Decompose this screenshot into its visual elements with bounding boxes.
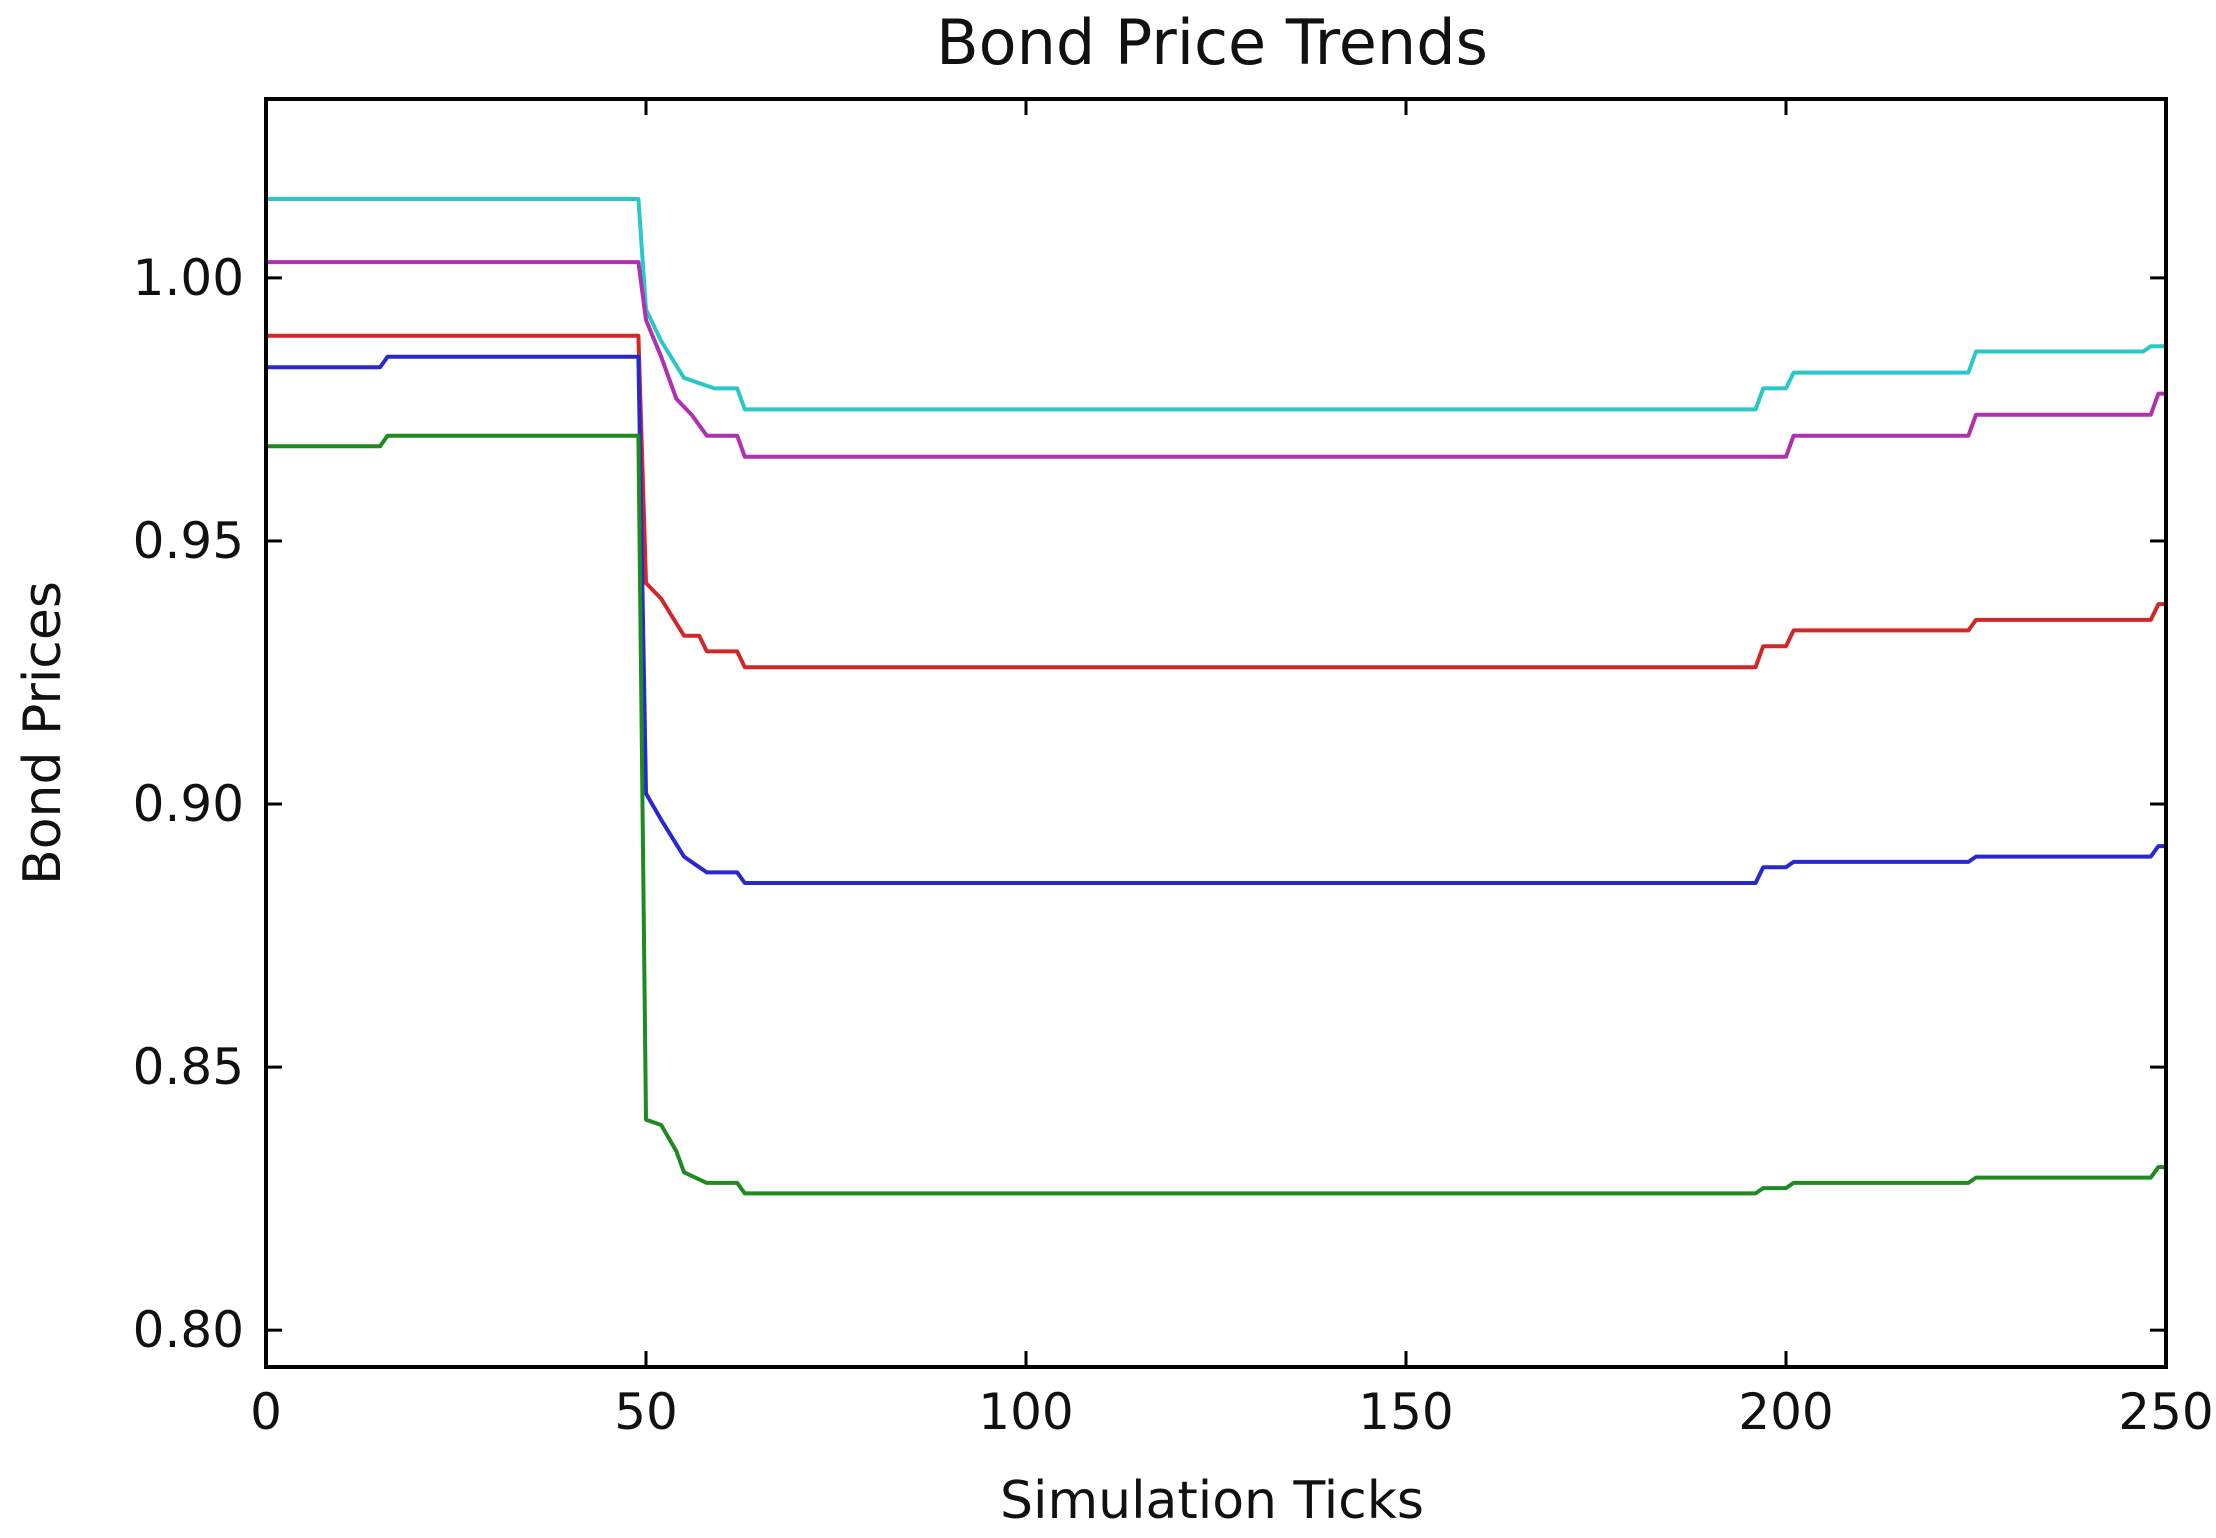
series-line-2	[264, 260, 2168, 459]
series-line-3	[264, 333, 2168, 670]
y-tick-label-1: 0.80	[133, 1301, 244, 1359]
y-tick-label-5: 1.00	[133, 249, 244, 307]
plot-area-frame	[264, 97, 2168, 1369]
y-axis-label: Bond Prices	[13, 581, 73, 885]
ticks-layer: 0 50 100 150 200 250 0.80 0.85 0.90 0.95 1.00	[133, 99, 2214, 1441]
x-tick-label-3: 100	[978, 1383, 1073, 1441]
y-tick-label-3: 0.90	[133, 775, 244, 833]
y-tick-label-2: 0.85	[133, 1038, 244, 1096]
x-axis-label: Simulation Ticks	[1000, 1471, 1424, 1531]
series-line-5	[264, 433, 2168, 1196]
x-tick-label-4: 150	[1358, 1383, 1453, 1441]
series-layer	[264, 197, 2168, 1196]
series-line-1	[264, 197, 2168, 412]
y-tick-label-4: 0.95	[133, 512, 244, 570]
x-tick-label-1: 0	[250, 1383, 282, 1441]
series-line-4	[264, 354, 2168, 885]
x-tick-label-5: 200	[1738, 1383, 1833, 1441]
x-tick-label-6: 250	[2118, 1383, 2213, 1441]
chart-title: Bond Price Trends	[936, 6, 1488, 79]
x-tick-label-2: 50	[614, 1383, 678, 1441]
